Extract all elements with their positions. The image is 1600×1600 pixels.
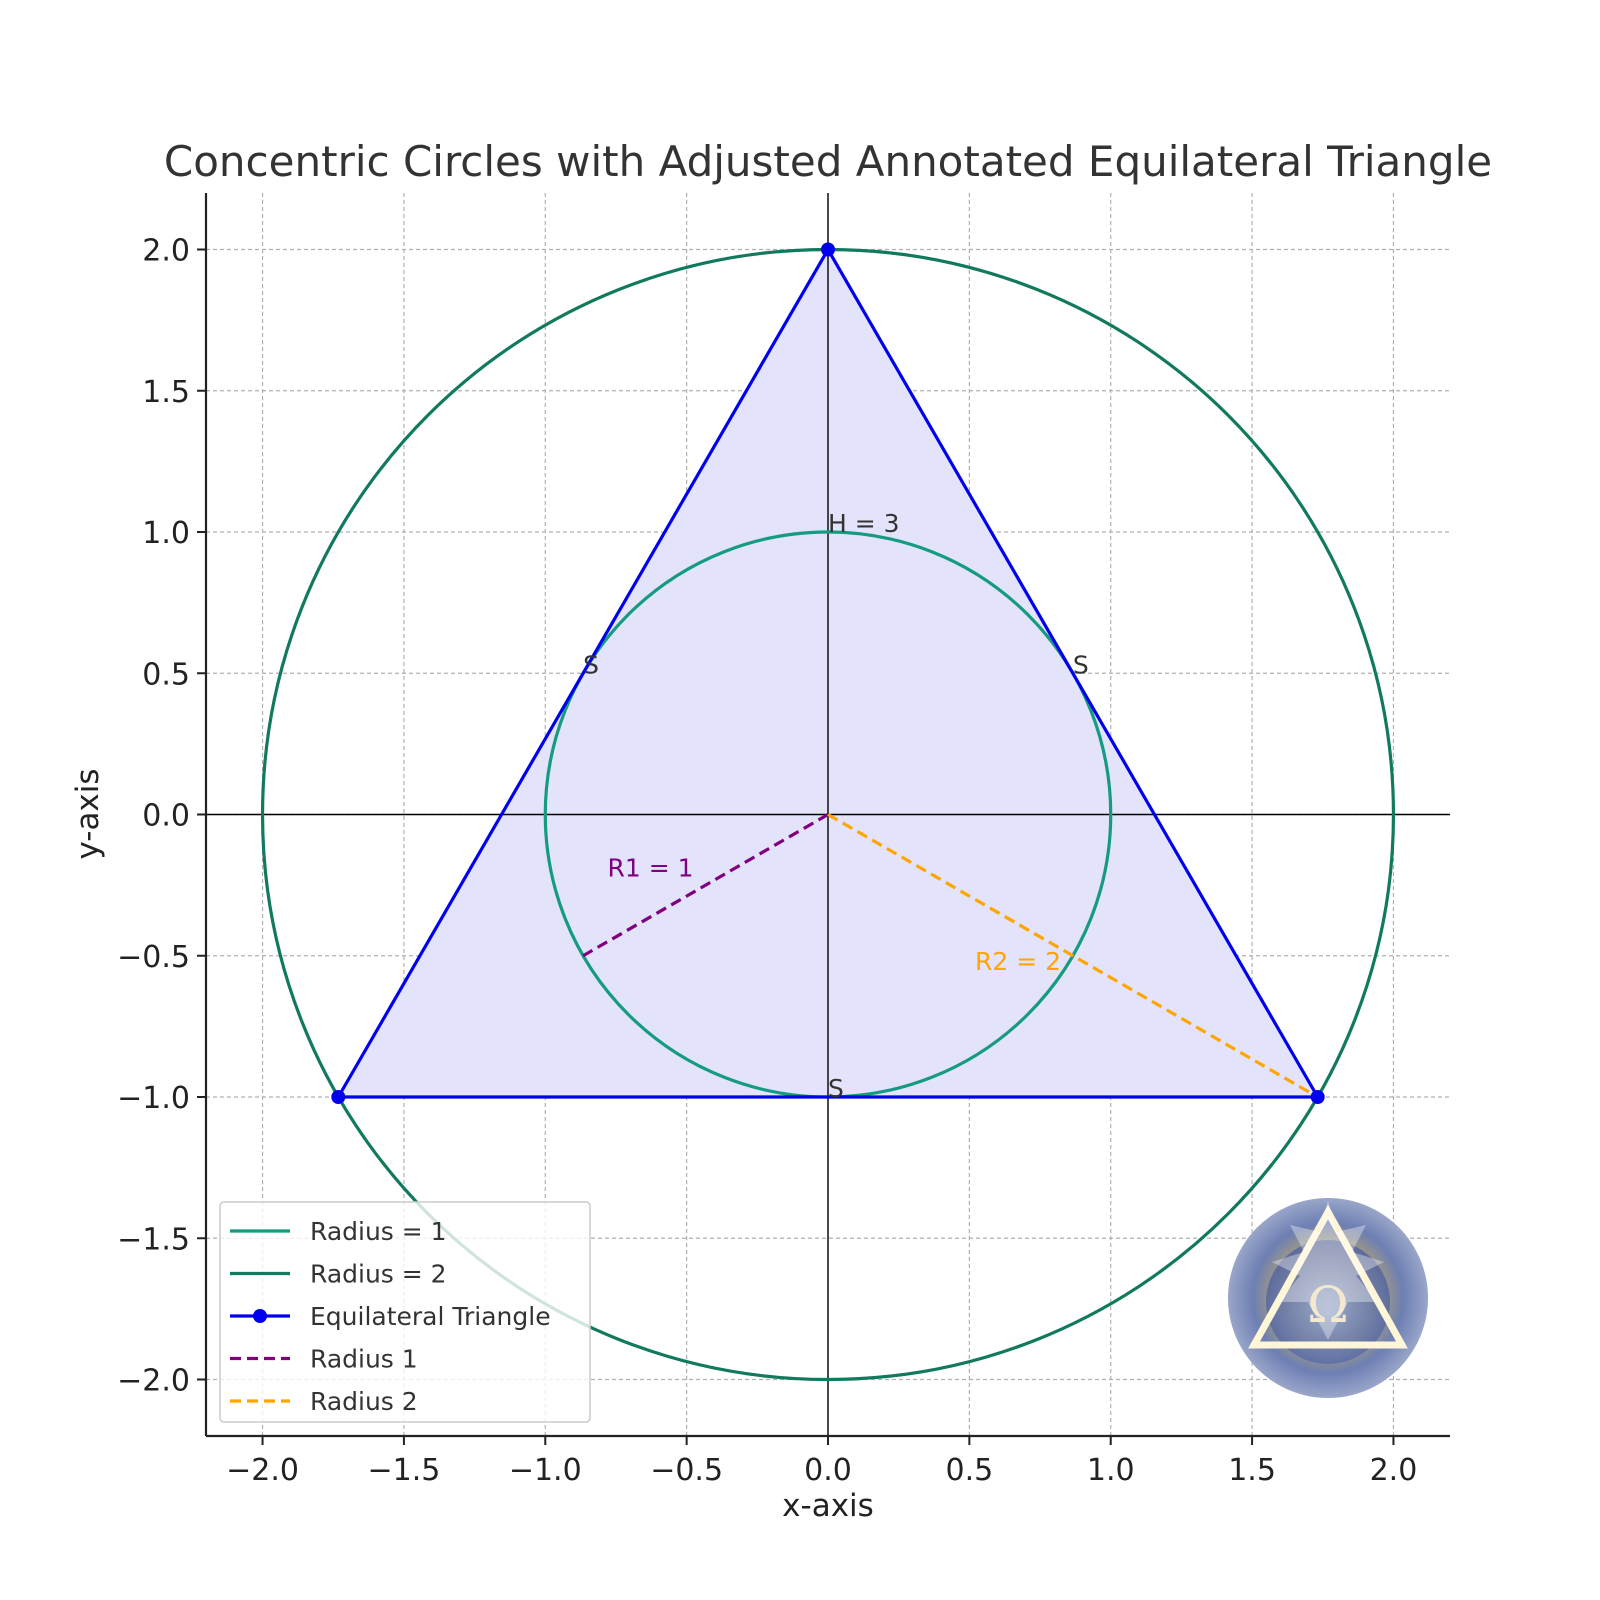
logo-symbol: Ω [1307, 1276, 1348, 1334]
triangle-vertex-marker [821, 242, 835, 257]
logo-star-triangle [1248, 1204, 1408, 1349]
y-tick-label: 0.0 [142, 799, 190, 834]
logo-rays [1272, 1200, 1384, 1340]
x-axis-label: x-axis [782, 1488, 874, 1524]
y-axis-label: y-axis [70, 768, 106, 859]
x-tick-label: 0.0 [804, 1453, 852, 1488]
x-tick-label: 2.0 [1370, 1453, 1418, 1488]
legend-label: Radius 2 [310, 1387, 418, 1416]
legend-frame [219, 1201, 591, 1423]
x-tick-label: −1.0 [509, 1453, 582, 1488]
omega-logo: Ω [1228, 1198, 1428, 1398]
triangle [331, 242, 1325, 1104]
y-ticks: −2.0 −1.5 −1.0 −0.5 0.0 0.5 1.0 1.5 2.0 [117, 234, 206, 1399]
legend-marker [253, 1309, 267, 1323]
y-tick-label: −1.5 [117, 1222, 190, 1257]
chart-title: Concentric Circles with Adjusted Annotat… [164, 137, 1492, 186]
y-tick-label: −2.0 [117, 1364, 190, 1399]
x-tick-label: −2.0 [226, 1453, 299, 1488]
legend: Radius = 1 Radius = 2 Equilateral Triangle… [219, 1201, 591, 1423]
x-tick-label: −1.5 [367, 1453, 440, 1488]
annotation-label: H = 3 [828, 509, 900, 538]
x-ticks: −2.0 −1.5 −1.0 −0.5 0.0 0.5 1.0 1.5 2.0 [226, 1436, 1417, 1488]
annotation-label: S [828, 1074, 844, 1103]
annotation-label: S [1073, 650, 1089, 679]
x-tick-label: −0.5 [650, 1453, 723, 1488]
triangle-vertex-marker [1310, 1090, 1325, 1104]
annotation-label: R2 = 2 [975, 947, 1061, 976]
y-tick-label: 2.0 [142, 234, 190, 269]
y-tick-label: −1.0 [117, 1081, 190, 1116]
radius-lines [582, 813, 1319, 1099]
y-tick-label: 0.5 [142, 657, 190, 692]
annotation-label: S [583, 650, 599, 679]
legend-label: Radius 1 [310, 1345, 418, 1374]
radius-line-radius-2 [827, 813, 1319, 1099]
annotation-label: R1 = 1 [607, 854, 693, 883]
triangle-edge [336, 248, 1320, 1099]
annotations: H = 3 S S S R1 = 1 R2 = 2 [583, 509, 1089, 1103]
y-tick-label: 1.5 [142, 375, 190, 410]
legend-label: Radius = 1 [310, 1217, 447, 1246]
legend-label: Radius = 2 [310, 1260, 447, 1289]
x-tick-label: 1.0 [1087, 1453, 1135, 1488]
triangle-vertex-marker [331, 1090, 346, 1104]
legend-label: Equilateral Triangle [310, 1302, 551, 1331]
radius-line-radius-1 [582, 813, 829, 958]
y-tick-label: 1.0 [142, 516, 190, 551]
y-tick-label: −0.5 [117, 940, 190, 975]
x-tick-label: 1.5 [1228, 1453, 1276, 1488]
x-tick-label: 0.5 [946, 1453, 994, 1488]
